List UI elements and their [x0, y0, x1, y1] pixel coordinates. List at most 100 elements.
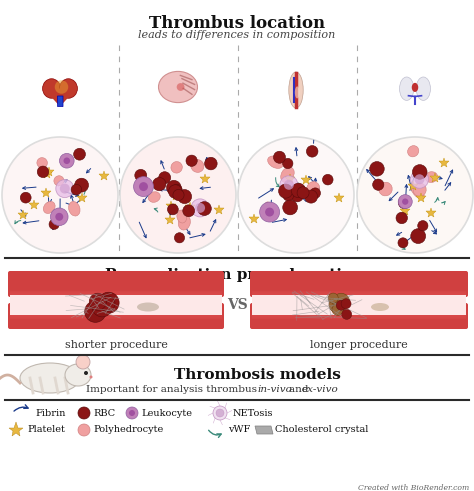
Circle shape: [78, 407, 90, 419]
Ellipse shape: [425, 172, 438, 183]
Circle shape: [370, 162, 384, 176]
Text: Thrombus location: Thrombus location: [149, 15, 325, 32]
Text: NETosis: NETosis: [233, 409, 273, 417]
Text: and: and: [289, 385, 312, 394]
Text: Polyhedrocyte: Polyhedrocyte: [93, 426, 163, 435]
Circle shape: [100, 296, 115, 311]
Circle shape: [191, 199, 209, 217]
Circle shape: [265, 208, 274, 217]
Circle shape: [297, 187, 309, 199]
Circle shape: [78, 424, 90, 436]
Text: in-vivo: in-vivo: [257, 385, 292, 394]
Ellipse shape: [191, 160, 204, 172]
Bar: [10, 293, 222, 297]
Circle shape: [20, 192, 31, 203]
Bar: [252, 315, 466, 319]
Circle shape: [328, 293, 338, 303]
Circle shape: [410, 170, 428, 188]
Ellipse shape: [148, 192, 160, 202]
Circle shape: [283, 159, 293, 168]
Circle shape: [60, 184, 70, 193]
Ellipse shape: [137, 302, 159, 311]
Ellipse shape: [379, 182, 392, 196]
Bar: [10, 291, 222, 295]
Circle shape: [166, 180, 181, 195]
Circle shape: [291, 183, 306, 198]
Circle shape: [283, 200, 298, 215]
Ellipse shape: [59, 79, 77, 98]
Circle shape: [205, 157, 217, 170]
Text: ex-vivo: ex-vivo: [302, 385, 339, 394]
Circle shape: [167, 204, 178, 215]
Ellipse shape: [20, 363, 80, 393]
Circle shape: [71, 184, 82, 195]
Text: RBC: RBC: [93, 409, 115, 417]
Polygon shape: [44, 88, 76, 107]
Text: leads to differences in composition: leads to differences in composition: [138, 30, 336, 40]
Circle shape: [89, 293, 106, 310]
Ellipse shape: [416, 77, 430, 100]
Text: Leukocyte: Leukocyte: [141, 409, 192, 417]
Circle shape: [238, 137, 354, 253]
Circle shape: [280, 176, 298, 194]
Ellipse shape: [177, 210, 187, 223]
Circle shape: [414, 174, 425, 184]
Bar: [10, 295, 222, 315]
Circle shape: [84, 371, 88, 375]
Text: Thrombosis models: Thrombosis models: [173, 368, 340, 382]
Text: Platelet: Platelet: [27, 426, 65, 435]
Circle shape: [411, 229, 426, 244]
Text: shorter procedure: shorter procedure: [64, 340, 167, 350]
Circle shape: [273, 151, 285, 164]
Text: longer procedure: longer procedure: [310, 340, 408, 350]
Circle shape: [2, 137, 118, 253]
Bar: [252, 294, 466, 298]
Circle shape: [341, 299, 351, 309]
Circle shape: [332, 303, 344, 315]
Bar: [252, 311, 466, 315]
Circle shape: [139, 182, 148, 191]
Circle shape: [50, 208, 68, 225]
Circle shape: [178, 190, 191, 204]
Circle shape: [92, 296, 112, 317]
Ellipse shape: [177, 83, 184, 91]
Circle shape: [336, 300, 346, 310]
Bar: [10, 311, 222, 315]
Ellipse shape: [178, 215, 191, 230]
Text: Fibrin: Fibrin: [35, 409, 65, 417]
Ellipse shape: [268, 156, 283, 168]
Bar: [10, 315, 222, 319]
Ellipse shape: [289, 72, 303, 108]
Text: VS: VS: [227, 298, 247, 312]
Ellipse shape: [37, 158, 47, 168]
Circle shape: [304, 190, 318, 203]
Bar: [252, 314, 466, 318]
Circle shape: [398, 238, 408, 248]
Ellipse shape: [65, 364, 91, 386]
Circle shape: [56, 180, 74, 197]
Ellipse shape: [158, 71, 198, 103]
Circle shape: [198, 202, 211, 216]
Text: Fibrin-rich thrombus: Fibrin-rich thrombus: [258, 282, 368, 291]
Circle shape: [98, 292, 119, 313]
Circle shape: [398, 197, 410, 209]
Bar: [252, 313, 466, 317]
Circle shape: [260, 202, 280, 222]
Circle shape: [183, 205, 195, 217]
Ellipse shape: [43, 79, 61, 98]
Bar: [252, 295, 466, 299]
Circle shape: [284, 180, 294, 190]
Circle shape: [342, 309, 352, 319]
Circle shape: [126, 407, 138, 419]
Circle shape: [357, 137, 473, 253]
Circle shape: [186, 155, 197, 166]
Circle shape: [396, 212, 408, 224]
Ellipse shape: [54, 176, 64, 186]
Bar: [10, 292, 222, 296]
Ellipse shape: [264, 202, 274, 216]
Circle shape: [135, 169, 147, 181]
Circle shape: [279, 184, 293, 198]
Bar: [10, 314, 222, 318]
Ellipse shape: [55, 80, 68, 94]
Text: Recanalisation procedure time: Recanalisation procedure time: [106, 268, 368, 282]
